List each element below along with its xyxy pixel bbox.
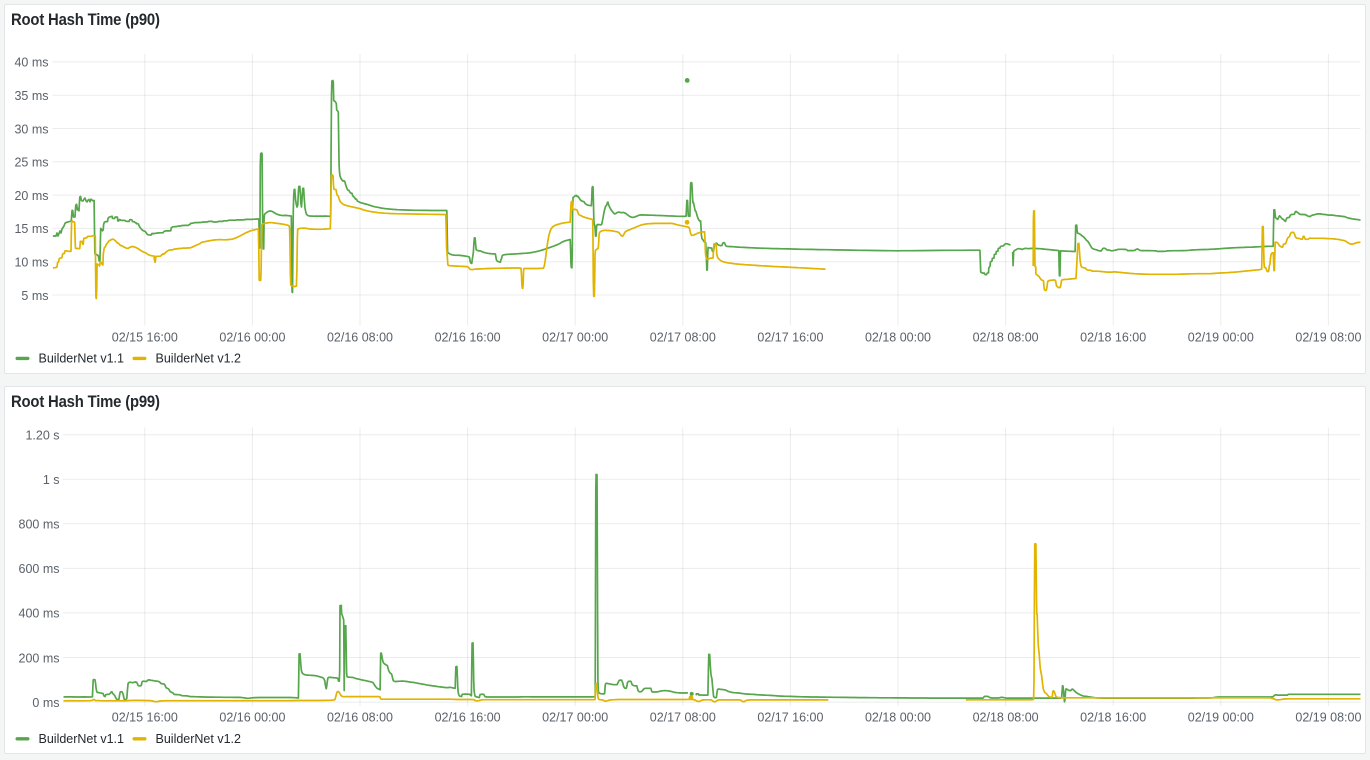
svg-text:0 ms: 0 ms: [32, 695, 59, 709]
svg-text:10 ms: 10 ms: [14, 256, 48, 270]
svg-text:02/17 08:00: 02/17 08:00: [650, 331, 716, 345]
svg-text:25 ms: 25 ms: [14, 156, 48, 170]
svg-text:02/16 16:00: 02/16 16:00: [435, 710, 501, 724]
svg-text:5 ms: 5 ms: [21, 289, 48, 303]
svg-text:02/18 16:00: 02/18 16:00: [1080, 331, 1146, 345]
svg-text:02/19 08:00: 02/19 08:00: [1295, 710, 1361, 724]
svg-text:02/17 08:00: 02/17 08:00: [650, 710, 716, 724]
svg-text:BuilderNet v1.1: BuilderNet v1.1: [39, 732, 125, 746]
svg-text:02/17 16:00: 02/17 16:00: [757, 331, 823, 345]
svg-text:02/18 08:00: 02/18 08:00: [973, 710, 1039, 724]
svg-text:02/19 00:00: 02/19 00:00: [1188, 331, 1254, 345]
svg-text:02/16 00:00: 02/16 00:00: [219, 710, 285, 724]
svg-text:02/19 08:00: 02/19 08:00: [1295, 331, 1361, 345]
svg-text:600 ms: 600 ms: [19, 562, 60, 576]
svg-text:02/15 16:00: 02/15 16:00: [112, 331, 178, 345]
svg-text:02/16 00:00: 02/16 00:00: [219, 331, 285, 345]
svg-text:800 ms: 800 ms: [19, 517, 60, 531]
svg-text:20 ms: 20 ms: [14, 189, 48, 203]
svg-text:35 ms: 35 ms: [14, 89, 48, 103]
svg-text:400 ms: 400 ms: [19, 606, 60, 620]
svg-text:02/16 08:00: 02/16 08:00: [327, 710, 393, 724]
svg-text:02/15 16:00: 02/15 16:00: [112, 710, 178, 724]
svg-text:02/17 16:00: 02/17 16:00: [757, 710, 823, 724]
svg-text:02/18 00:00: 02/18 00:00: [865, 331, 931, 345]
svg-text:02/17 00:00: 02/17 00:00: [542, 710, 608, 724]
svg-text:BuilderNet v1.2: BuilderNet v1.2: [156, 352, 242, 366]
svg-text:15 ms: 15 ms: [14, 222, 48, 236]
svg-text:BuilderNet v1.2: BuilderNet v1.2: [156, 732, 242, 746]
svg-text:02/18 16:00: 02/18 16:00: [1080, 710, 1146, 724]
svg-text:02/19 00:00: 02/19 00:00: [1188, 710, 1254, 724]
svg-text:BuilderNet v1.1: BuilderNet v1.1: [39, 352, 125, 366]
svg-text:02/18 00:00: 02/18 00:00: [865, 710, 931, 724]
svg-text:1 s: 1 s: [43, 473, 60, 487]
svg-text:02/16 16:00: 02/16 16:00: [435, 331, 501, 345]
svg-text:200 ms: 200 ms: [19, 651, 60, 665]
svg-text:02/18 08:00: 02/18 08:00: [973, 331, 1039, 345]
svg-text:02/17 00:00: 02/17 00:00: [542, 331, 608, 345]
svg-text:1.20 s: 1.20 s: [25, 428, 59, 442]
svg-text:30 ms: 30 ms: [14, 122, 48, 136]
svg-text:02/16 08:00: 02/16 08:00: [327, 331, 393, 345]
svg-text:40 ms: 40 ms: [14, 56, 48, 70]
